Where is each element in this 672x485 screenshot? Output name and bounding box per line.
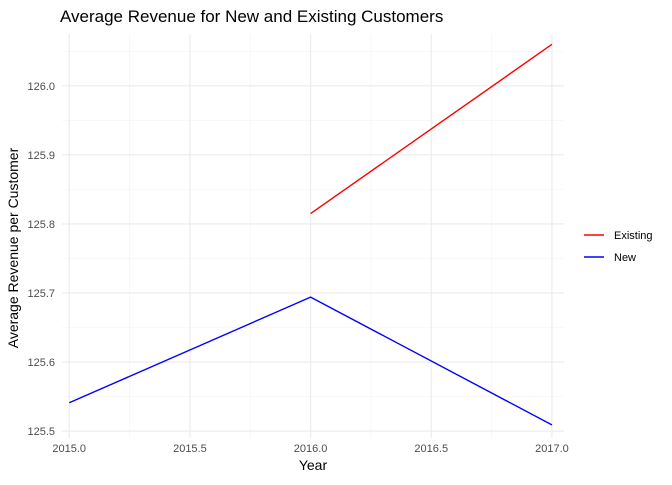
y-tick-label: 125.6 <box>27 357 55 369</box>
y-tick-label: 125.5 <box>27 426 55 438</box>
y-tick-label: 125.7 <box>27 288 55 300</box>
series-lines <box>68 43 553 426</box>
x-tick-label: 2016.5 <box>414 443 448 455</box>
series-line-new <box>68 296 553 426</box>
x-tick-label: 2015.0 <box>52 443 86 455</box>
legend-label-new: New <box>614 252 636 264</box>
y-tick-label: 126.0 <box>27 81 55 93</box>
legend: Existing New <box>584 230 653 264</box>
y-tick-label: 125.8 <box>27 219 55 231</box>
x-tick-label: 2015.5 <box>173 443 207 455</box>
y-axis-title: Average Revenue per Customer <box>5 147 21 348</box>
x-tick-label: 2016.0 <box>294 443 328 455</box>
grid <box>62 34 564 438</box>
x-axis-ticks: 2015.0 2015.5 2016.0 2016.5 2017.0 <box>52 443 568 455</box>
x-tick-label: 2017.0 <box>535 443 569 455</box>
x-axis-title: Year <box>299 457 328 473</box>
chart-title: Average Revenue for New and Existing Cus… <box>60 7 443 26</box>
legend-label-existing: Existing <box>614 230 653 242</box>
series-line-existing <box>310 43 553 215</box>
y-axis-ticks: 125.5 125.6 125.7 125.8 125.9 126.0 <box>27 81 55 438</box>
y-tick-label: 125.9 <box>27 150 55 162</box>
